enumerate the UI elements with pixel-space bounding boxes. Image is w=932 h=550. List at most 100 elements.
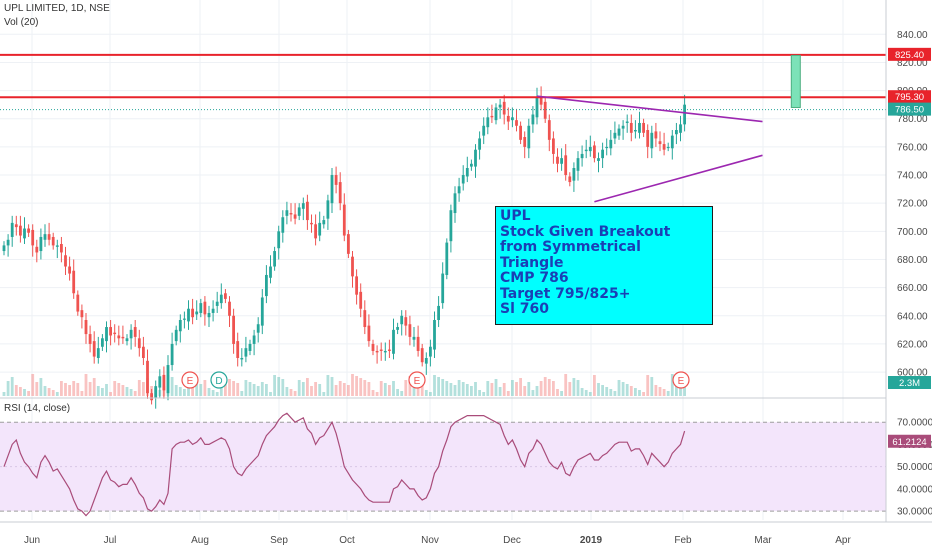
- volume-bar: [105, 384, 108, 396]
- time-tick-label: Sep: [270, 535, 288, 546]
- volume-bar: [650, 377, 654, 396]
- candle-body: [297, 207, 301, 216]
- volume-bar: [675, 382, 678, 396]
- volume-bar: [256, 386, 260, 396]
- candle-body: [88, 334, 92, 344]
- volume-bar: [605, 387, 609, 396]
- candle-body: [408, 324, 412, 337]
- note-line-5: CMP 786: [500, 270, 569, 286]
- candle-body: [109, 327, 112, 336]
- candle-body: [277, 231, 281, 249]
- volume-bar: [683, 380, 686, 396]
- volume-bar: [658, 387, 662, 396]
- volume-bar: [670, 374, 674, 396]
- candle-body: [535, 97, 539, 118]
- volume-bar: [433, 375, 436, 396]
- volume-bar: [621, 382, 625, 396]
- candle-body: [465, 168, 469, 177]
- volume-bar: [6, 381, 10, 396]
- volume-bar: [588, 392, 592, 396]
- volume-bar: [420, 382, 424, 396]
- volume-bar: [556, 389, 559, 396]
- volume-bar: [347, 385, 350, 396]
- candle-body: [2, 245, 6, 252]
- marker-circle: [408, 371, 426, 389]
- volume-bar: [244, 380, 248, 396]
- candle-body: [232, 315, 235, 344]
- candle-body: [642, 122, 645, 133]
- volume-bar: [482, 392, 486, 396]
- candle-body: [121, 336, 125, 339]
- volume-bar: [64, 383, 67, 396]
- candle-body: [519, 125, 522, 140]
- time-tick-label: Apr: [835, 535, 851, 546]
- candle-body: [174, 329, 178, 342]
- candle-body: [420, 348, 424, 363]
- tag-text: 786.50: [895, 105, 924, 116]
- volume-bar: [215, 392, 219, 396]
- candle-body: [400, 315, 404, 325]
- volume-bar: [470, 386, 473, 396]
- candle-body: [547, 120, 551, 140]
- resistance-levels: [0, 53, 886, 111]
- candle-body: [338, 182, 342, 204]
- volume-bar: [498, 387, 502, 396]
- candle-body: [383, 350, 387, 353]
- volume-bar: [642, 392, 645, 396]
- candle-body: [252, 335, 256, 344]
- volume-bar: [183, 389, 186, 396]
- time-tick-label: Nov: [421, 535, 439, 546]
- volume-bar: [441, 379, 445, 396]
- candle-body: [650, 132, 654, 149]
- volume-bar: [289, 389, 293, 396]
- candle-body: [552, 138, 555, 154]
- volume-bar: [535, 386, 539, 396]
- volume-bar: [39, 378, 43, 396]
- time-tick-label: Jun: [24, 535, 40, 546]
- candle-body: [60, 244, 63, 253]
- price-tick-label: 840.00: [897, 30, 928, 41]
- candle-body: [470, 163, 473, 167]
- volume-bar: [19, 387, 22, 396]
- candle-body: [314, 224, 317, 239]
- candle-body: [215, 301, 219, 306]
- candle-body: [170, 343, 174, 366]
- volume-bar: [609, 389, 613, 396]
- candle-body: [531, 114, 535, 125]
- volume-bar: [129, 389, 133, 396]
- triangle-upper-line: [536, 95, 763, 123]
- candle-body: [23, 228, 26, 239]
- volume-bar: [560, 391, 563, 396]
- note-line-3: from Symmetrical: [500, 239, 641, 255]
- volume-bar: [125, 387, 129, 396]
- candle-body: [654, 131, 658, 139]
- candle-body: [416, 336, 420, 351]
- volume-bar: [539, 381, 543, 396]
- volume-bar: [76, 383, 80, 396]
- candle-body: [445, 242, 449, 275]
- volume-bar: [318, 384, 322, 396]
- volume-bar: [92, 378, 96, 396]
- volume-bar: [23, 389, 26, 396]
- volume-bar: [224, 383, 227, 396]
- volume-bar: [383, 383, 387, 396]
- candle-body: [273, 251, 276, 267]
- volume-bar: [330, 377, 334, 396]
- volume-bar: [60, 381, 63, 396]
- time-tick-label: Aug: [191, 535, 209, 546]
- volume-bar: [543, 377, 547, 396]
- volume-bar: [351, 374, 354, 396]
- candle-body: [191, 308, 194, 318]
- candle-body: [584, 149, 588, 152]
- volume-bar: [297, 380, 301, 396]
- candle-body: [629, 122, 633, 133]
- candle-body: [367, 325, 371, 342]
- candle-body: [580, 153, 584, 159]
- tag-text: 2.3M: [899, 378, 920, 389]
- candle-body: [55, 245, 59, 247]
- candle-body: [47, 234, 51, 240]
- candle-body: [539, 97, 543, 105]
- candle-body: [199, 303, 203, 313]
